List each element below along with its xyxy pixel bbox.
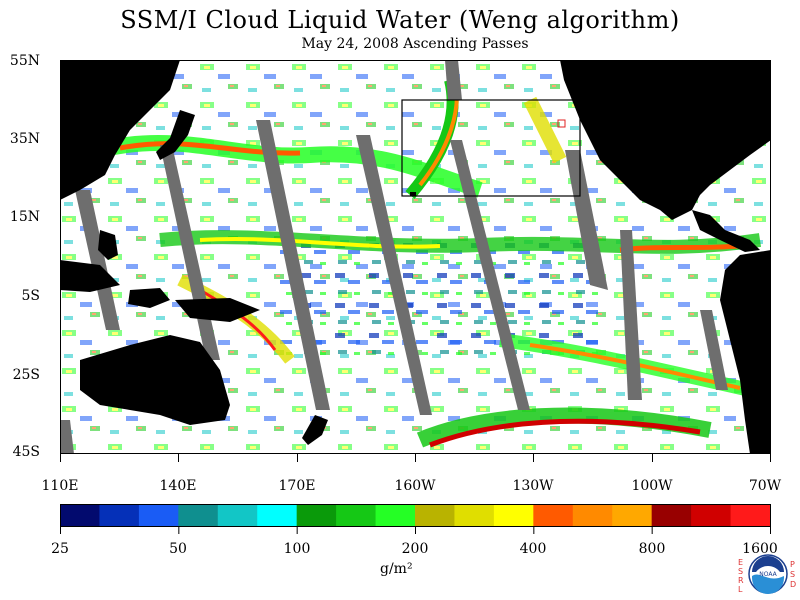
colorbar-swatch (217, 504, 258, 527)
colorbar-swatch (493, 504, 534, 527)
map-title: SSM/I Cloud Liquid Water (Weng algorithm… (120, 6, 680, 34)
colorbar-label-50: 50 (169, 541, 187, 557)
colorbar-label-400: 400 (519, 541, 547, 557)
colorbar-swatch (99, 504, 140, 527)
colorbar-swatch (60, 504, 100, 527)
north-america (560, 60, 771, 220)
lon-label-70w: 70W (748, 478, 782, 494)
longitude-ticks (60, 454, 771, 462)
colorbar-swatch (375, 504, 416, 527)
colorbar-label-200: 200 (401, 541, 429, 557)
asia-landmass (60, 60, 180, 200)
lat-label-25s: 25S (12, 367, 40, 383)
colorbar-swatch (257, 504, 298, 527)
hawaii (410, 192, 416, 196)
northeast-pacific-box (401, 99, 581, 197)
lat-label-15n: 15N (9, 209, 40, 225)
lat-label-5s: 5S (21, 288, 41, 304)
colorbar-label-800: 800 (638, 541, 666, 557)
lon-label-130w: 130W (512, 478, 554, 494)
logo-left-letters: ESRL (738, 558, 744, 594)
borneo (60, 260, 120, 292)
colorbar-swatch (612, 504, 653, 527)
colorbar-swatch (415, 504, 455, 527)
noaa-logo: ESRL NOAA PSD (736, 552, 798, 598)
noaa-seal-name: NOAA (759, 571, 777, 578)
noaa-seal-icon: NOAA (748, 554, 788, 594)
colorbar-swatch (454, 504, 495, 527)
map-frame (60, 60, 771, 454)
lon-label-140e: 140E (159, 478, 197, 494)
central-america (692, 210, 760, 252)
colorbar-swatch (730, 504, 771, 527)
colorbar (60, 504, 771, 534)
colorbar-unit: g/m² (380, 561, 413, 577)
colorbar-swatch (691, 504, 732, 527)
cloud-water-map (60, 60, 771, 454)
colorbar-swatch (572, 504, 613, 527)
philippines (98, 230, 118, 260)
logo-right-letters: PSD (790, 560, 797, 589)
colorbar-swatch (296, 504, 337, 527)
colorbar-swatch (178, 504, 219, 527)
colorbar-swatch (138, 504, 179, 527)
south-america (720, 250, 771, 454)
colorbar-swatch (651, 504, 692, 527)
lon-label-170e: 170E (278, 478, 316, 494)
colorbar-label-25: 25 (51, 541, 69, 557)
japan (156, 110, 195, 160)
colorbar-label-100: 100 (283, 541, 311, 557)
lon-label-100w: 100W (631, 478, 673, 494)
map-subtitle: May 24, 2008 Ascending Passes (301, 36, 529, 52)
lat-label-35n: 35N (9, 131, 40, 147)
new-guinea (175, 298, 260, 322)
highlight-box (557, 119, 566, 128)
land-masses (60, 60, 771, 454)
sulawesi (128, 288, 170, 308)
new-zealand (302, 415, 328, 445)
colorbar-swatch (533, 504, 574, 527)
lon-label-160w: 160W (394, 478, 436, 494)
lat-label-45s: 45S (12, 444, 40, 460)
colorbar-label-1600: 1600 (742, 541, 778, 557)
swath-gaps (60, 60, 728, 454)
australia (80, 335, 230, 425)
lat-label-55n: 55N (9, 53, 40, 69)
lon-label-110e: 110E (41, 478, 79, 494)
colorbar-swatch (336, 504, 377, 527)
